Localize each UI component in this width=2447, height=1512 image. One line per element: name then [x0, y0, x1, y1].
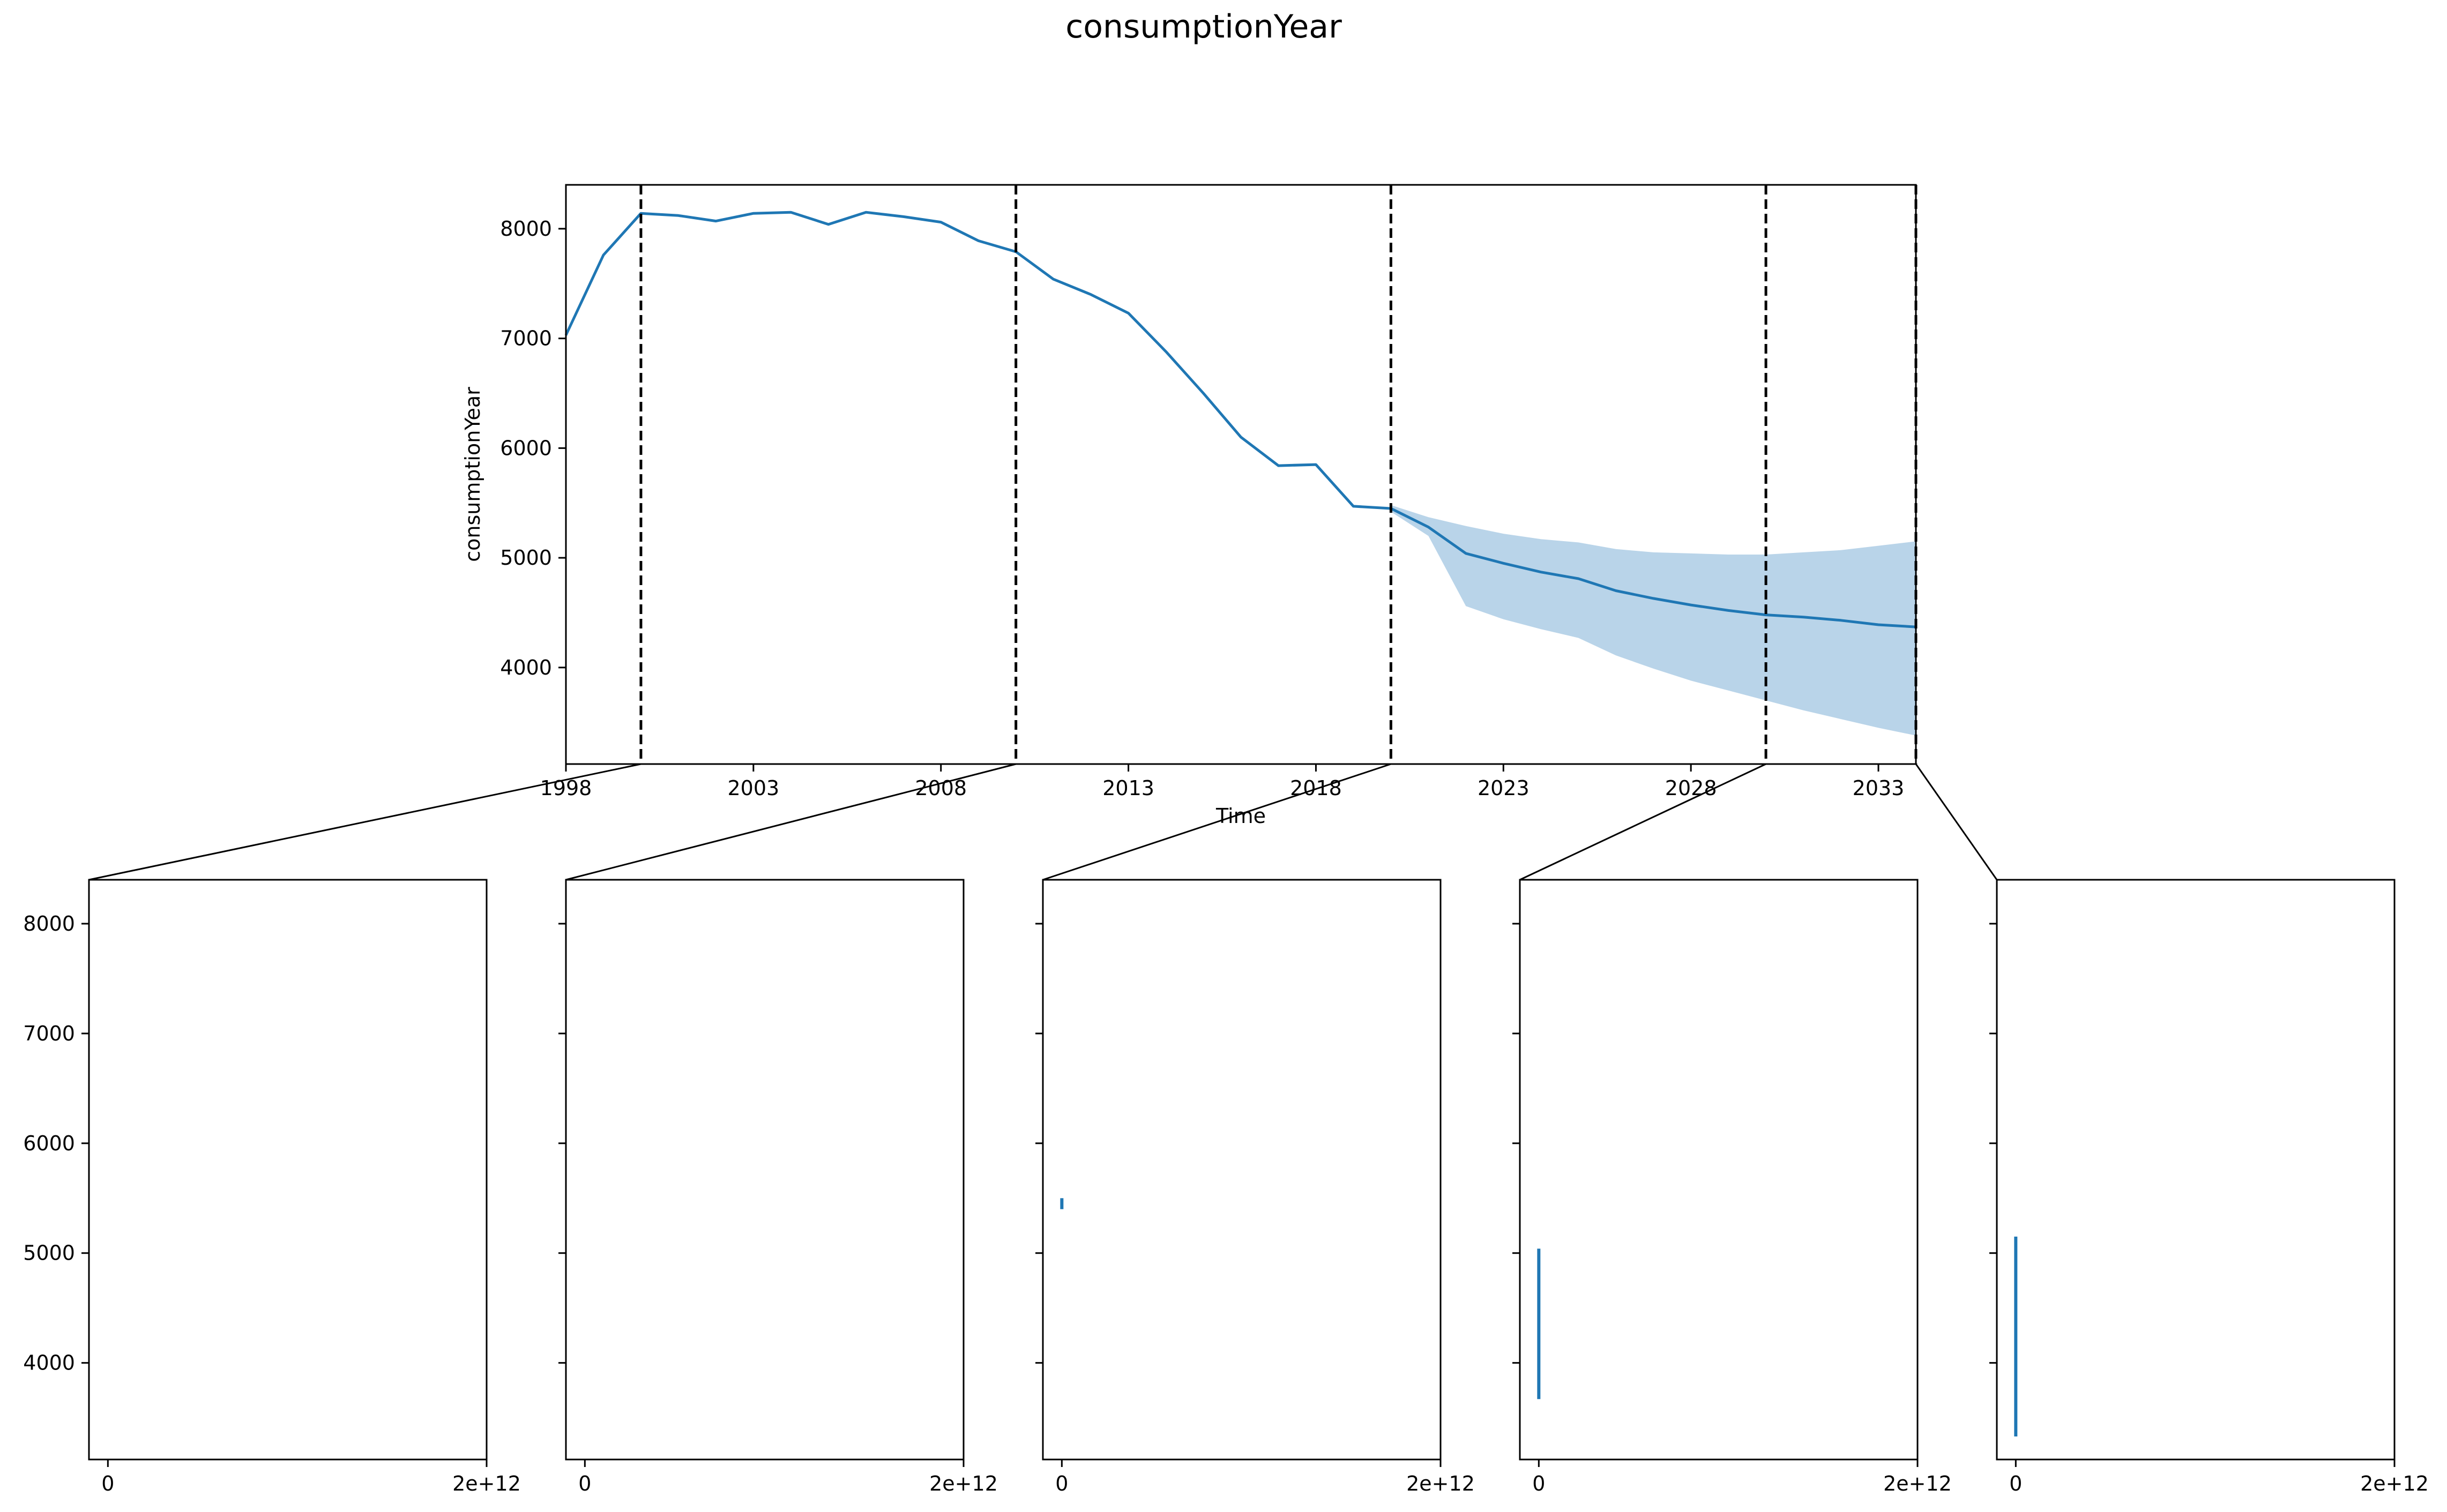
forecast-line — [1390, 507, 1916, 628]
x-tick-label: 2e+12 — [929, 1472, 998, 1495]
x-tick-label: 2033 — [1853, 776, 1905, 800]
zoom-connector-line — [88, 763, 641, 881]
history-line — [564, 211, 1391, 510]
y-tick-label: 5000 — [500, 546, 552, 570]
figure-title: consumptionYear — [1065, 8, 1342, 46]
y-tick-label: 6000 — [500, 436, 552, 460]
x-tick-label: 2e+12 — [2360, 1472, 2429, 1495]
subplot-frame — [1519, 879, 1919, 1461]
x-tick-label: 0 — [578, 1472, 591, 1495]
x-tick-label: 2003 — [728, 776, 780, 800]
subplots: 4000 5000 6000 7000 8000 0 2e+12 0 2e+12 0 2e+12 0 2… — [23, 879, 2429, 1495]
subplot-1: 4000 5000 6000 7000 8000 0 2e+12 — [23, 879, 521, 1495]
y-tick-label: 6000 — [23, 1132, 75, 1155]
y-tick-label: 7000 — [500, 327, 552, 350]
x-tick-label: 2013 — [1102, 776, 1154, 800]
main-plot: 1998200320082013201820232028203340005000… — [461, 184, 1918, 828]
zoom-connector-line — [565, 763, 1017, 881]
subplot-3: 0 2e+12 — [1035, 879, 1475, 1495]
x-tick-label: 2e+12 — [1406, 1472, 1475, 1495]
y-tick-label: 4000 — [23, 1351, 75, 1375]
x-tick-label: 0 — [1055, 1472, 1068, 1495]
subplot-frame — [565, 879, 965, 1461]
main-plot-frame — [565, 184, 1917, 765]
zoom-connector-line — [1519, 763, 1766, 881]
x-tick-label: 2e+12 — [1883, 1472, 1952, 1495]
y-tick-label: 4000 — [500, 656, 552, 679]
y-tick-label: 5000 — [23, 1241, 75, 1265]
zoom-connectors — [88, 763, 1998, 881]
subplot-2: 0 2e+12 — [558, 879, 998, 1495]
subplot-5: 0 2e+12 — [1989, 879, 2429, 1495]
y-axis-label: consumptionYear — [461, 387, 484, 562]
zoom-connector-line — [1915, 764, 1998, 880]
x-tick-label: 2028 — [1665, 776, 1717, 800]
x-tick-label: 2023 — [1478, 776, 1530, 800]
zoom-connector-line — [1042, 763, 1391, 881]
x-tick-label: 0 — [2009, 1472, 2022, 1495]
confidence-band — [1391, 505, 1916, 736]
x-tick-label: 0 — [1532, 1472, 1545, 1495]
subplot-frame — [1996, 879, 2396, 1461]
x-tick-label: 2e+12 — [452, 1472, 521, 1495]
y-tick-label: 8000 — [500, 217, 552, 241]
x-tick-label: 0 — [101, 1472, 114, 1495]
subplot-frame — [88, 879, 488, 1461]
subplot-frame — [1042, 879, 1442, 1461]
subplot-4: 0 2e+12 — [1512, 879, 1952, 1495]
y-tick-label: 8000 — [23, 912, 75, 935]
y-tick-label: 7000 — [23, 1022, 75, 1045]
